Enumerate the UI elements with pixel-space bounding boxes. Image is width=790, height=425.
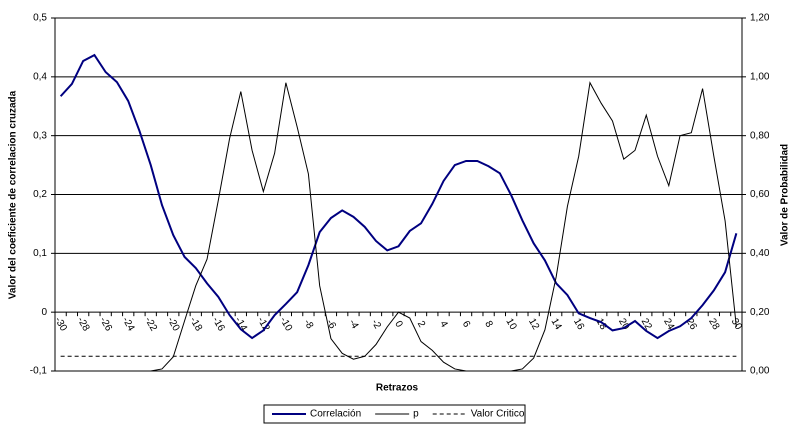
y2-tick-label: 0,80 [750, 130, 770, 141]
x-tick-label: -26 [97, 315, 114, 333]
x-tick-label: 16 [571, 317, 586, 333]
y2-tick-label: 0,20 [750, 307, 770, 318]
y-tick-label: -0,1 [30, 366, 48, 377]
x-tick-label: -14 [232, 315, 249, 333]
x-tick-label: 8 [482, 319, 495, 330]
y-axis-title: Valor del coeficiente de correlacion cru… [8, 90, 19, 299]
x-tick-label: -6 [324, 318, 338, 332]
x-tick-label: -18 [187, 315, 204, 333]
x-tick-label: -8 [301, 318, 315, 332]
legend-label: Valor Critico [471, 409, 525, 420]
x-tick-label: -28 [75, 315, 92, 333]
y-tick-label: 0,1 [33, 248, 47, 259]
x-tick-label: 24 [661, 317, 676, 333]
x-tick-label: 12 [526, 317, 541, 333]
y2-tick-label: 1,20 [750, 13, 770, 24]
x-tick-label: 2 [415, 319, 428, 330]
x-tick-label: 28 [706, 317, 721, 333]
x-tick-label: -22 [142, 315, 159, 333]
x-tick-label: -10 [277, 315, 294, 333]
y2-tick-label: 1,00 [750, 71, 770, 82]
y2-tick-label: 0,40 [750, 248, 770, 259]
y-tick-label: 0,2 [33, 189, 47, 200]
series-line [59, 53, 738, 340]
y2-tick-label: 0,00 [750, 366, 770, 377]
x-tick-label: 14 [549, 317, 564, 333]
x-tick-label: -2 [369, 318, 383, 332]
x-axis-title: Retrazos [376, 383, 419, 394]
y-tick-label: 0,5 [33, 13, 47, 24]
x-tick-label: 6 [460, 319, 473, 330]
series-line [60, 81, 737, 372]
x-tick-label: -24 [120, 315, 137, 333]
x-tick-label: 18 [594, 317, 609, 333]
legend-label: p [413, 409, 419, 420]
x-tick-label: -16 [210, 315, 227, 333]
x-tick-label: 4 [437, 319, 450, 330]
y-tick-label: 0,3 [33, 130, 47, 141]
y-tick-label: 0 [41, 307, 47, 318]
legend-label: Correlación [310, 409, 361, 420]
x-tick-label: 0 [392, 319, 405, 330]
x-tick-label: -20 [165, 315, 182, 333]
y2-tick-label: 0,60 [750, 189, 770, 200]
x-tick-label: 10 [503, 317, 518, 333]
y-tick-label: 0,4 [33, 71, 47, 82]
y2-axis-title: Valor de Probabilidad [780, 144, 790, 246]
x-tick-label: -4 [346, 318, 360, 332]
